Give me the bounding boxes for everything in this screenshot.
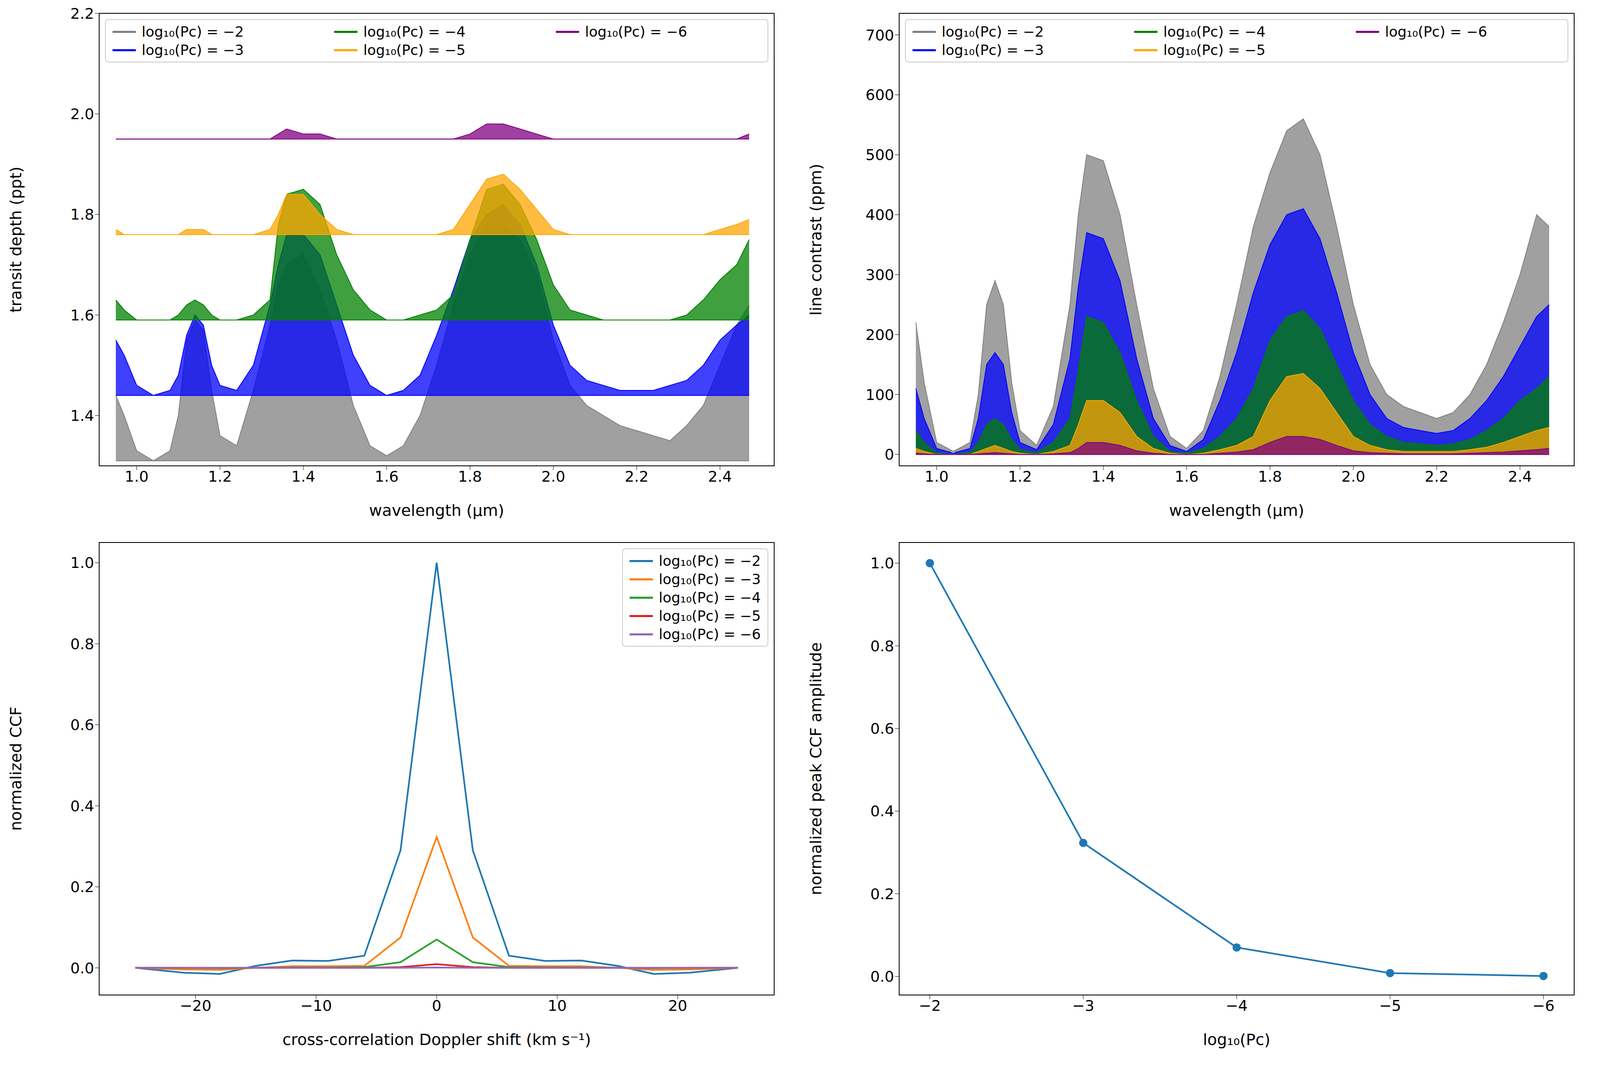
- svg-text:2.0: 2.0: [1341, 467, 1365, 485]
- svg-text:0.4: 0.4: [870, 802, 895, 820]
- svg-text:0.0: 0.0: [870, 967, 895, 985]
- svg-text:0.6: 0.6: [70, 716, 95, 734]
- svg-text:2.4: 2.4: [707, 467, 732, 485]
- svg-text:1.6: 1.6: [374, 467, 399, 485]
- svg-text:1.0: 1.0: [924, 467, 949, 485]
- html-text:log₁₀(Pc) = −6: log₁₀(Pc) = −6: [658, 625, 761, 643]
- html-text:log₁₀(Pc) = −4: log₁₀(Pc) = −4: [1163, 23, 1266, 40]
- svg-text:2.2: 2.2: [1424, 467, 1449, 485]
- svg-text:normalized peak CCF amplitude: normalized peak CCF amplitude: [806, 642, 825, 895]
- svg-text:1.6: 1.6: [70, 306, 95, 324]
- svg-text:0.8: 0.8: [70, 635, 95, 653]
- svg-text:500: 500: [865, 146, 895, 164]
- svg-text:0: 0: [884, 445, 895, 463]
- html-text:log₁₀(Pc) = −3: log₁₀(Pc) = −3: [941, 41, 1044, 59]
- svg-text:−4: −4: [1225, 997, 1248, 1015]
- svg-text:1.2: 1.2: [207, 467, 232, 485]
- svg-text:200: 200: [865, 326, 895, 344]
- svg-text:300: 300: [865, 266, 895, 284]
- svg-text:400: 400: [865, 206, 895, 224]
- svg-text:−10: −10: [300, 997, 333, 1015]
- html-text:log₁₀(Pc) = −4: log₁₀(Pc) = −4: [658, 589, 761, 606]
- html-text:log₁₀(Pc) = −2: log₁₀(Pc) = −2: [141, 23, 244, 40]
- svg-text:0.4: 0.4: [70, 797, 95, 815]
- svg-text:2.2: 2.2: [70, 5, 95, 23]
- svg-text:normalized CCF: normalized CCF: [6, 706, 25, 831]
- html-text:log₁₀(Pc) = −5: log₁₀(Pc) = −5: [363, 41, 466, 59]
- svg-text:1.8: 1.8: [457, 467, 482, 485]
- html-text:log₁₀(Pc) = −5: log₁₀(Pc) = −5: [658, 607, 761, 625]
- svg-text:2.2: 2.2: [624, 467, 649, 485]
- svg-text:2.4: 2.4: [1507, 467, 1532, 485]
- html-text:log₁₀(Pc) = −6: log₁₀(Pc) = −6: [585, 23, 688, 40]
- svg-text:0.6: 0.6: [870, 720, 895, 738]
- svg-text:wavelength (μm): wavelength (μm): [369, 501, 505, 520]
- svg-text:20: 20: [668, 997, 688, 1015]
- svg-text:wavelength (μm): wavelength (μm): [1169, 501, 1305, 520]
- svg-text:2.0: 2.0: [70, 105, 95, 123]
- svg-text:−5: −5: [1379, 997, 1402, 1015]
- html-text:log₁₀(Pc) = −5: log₁₀(Pc) = −5: [1163, 41, 1266, 59]
- svg-text:10: 10: [547, 997, 567, 1015]
- svg-text:cross-correlation Doppler shif: cross-correlation Doppler shift (km s⁻¹): [282, 1030, 592, 1049]
- svg-text:1.4: 1.4: [70, 407, 95, 425]
- svg-text:1.4: 1.4: [291, 467, 315, 485]
- svg-text:0.0: 0.0: [70, 959, 95, 977]
- html-text:log₁₀(Pc) = −4: log₁₀(Pc) = −4: [363, 23, 466, 40]
- html-text:log₁₀(Pc) = −6: log₁₀(Pc) = −6: [1385, 23, 1488, 40]
- svg-text:1.4: 1.4: [1091, 467, 1115, 485]
- svg-text:100: 100: [865, 386, 895, 404]
- svg-text:0.2: 0.2: [70, 878, 95, 896]
- html-text:log₁₀(Pc) = −3: log₁₀(Pc) = −3: [658, 570, 761, 588]
- svg-text:1.0: 1.0: [124, 467, 149, 485]
- svg-text:0.2: 0.2: [870, 885, 895, 903]
- html-text:log₁₀(Pc) = −2: log₁₀(Pc) = −2: [941, 23, 1044, 40]
- svg-text:1.0: 1.0: [870, 554, 895, 572]
- svg-text:1.8: 1.8: [1257, 467, 1282, 485]
- svg-text:2.0: 2.0: [541, 467, 565, 485]
- svg-text:0: 0: [432, 997, 442, 1015]
- svg-text:−6: −6: [1532, 997, 1555, 1015]
- svg-text:−2: −2: [918, 997, 941, 1015]
- svg-text:−3: −3: [1072, 997, 1095, 1015]
- svg-text:1.8: 1.8: [70, 205, 95, 223]
- svg-text:0.8: 0.8: [870, 637, 895, 655]
- svg-text:log₁₀(Pc): log₁₀(Pc): [1202, 1030, 1271, 1049]
- svg-text:600: 600: [865, 86, 895, 104]
- html-text:log₁₀(Pc) = −3: log₁₀(Pc) = −3: [141, 41, 244, 59]
- svg-text:1.0: 1.0: [70, 554, 95, 572]
- svg-text:transit depth (ppt): transit depth (ppt): [6, 166, 25, 313]
- html-text:log₁₀(Pc) = −2: log₁₀(Pc) = −2: [658, 552, 761, 570]
- svg-text:1.6: 1.6: [1174, 467, 1199, 485]
- svg-text:−20: −20: [179, 997, 212, 1015]
- svg-text:line contrast (ppm): line contrast (ppm): [806, 163, 825, 316]
- svg-text:1.2: 1.2: [1007, 467, 1032, 485]
- svg-text:700: 700: [865, 26, 895, 44]
